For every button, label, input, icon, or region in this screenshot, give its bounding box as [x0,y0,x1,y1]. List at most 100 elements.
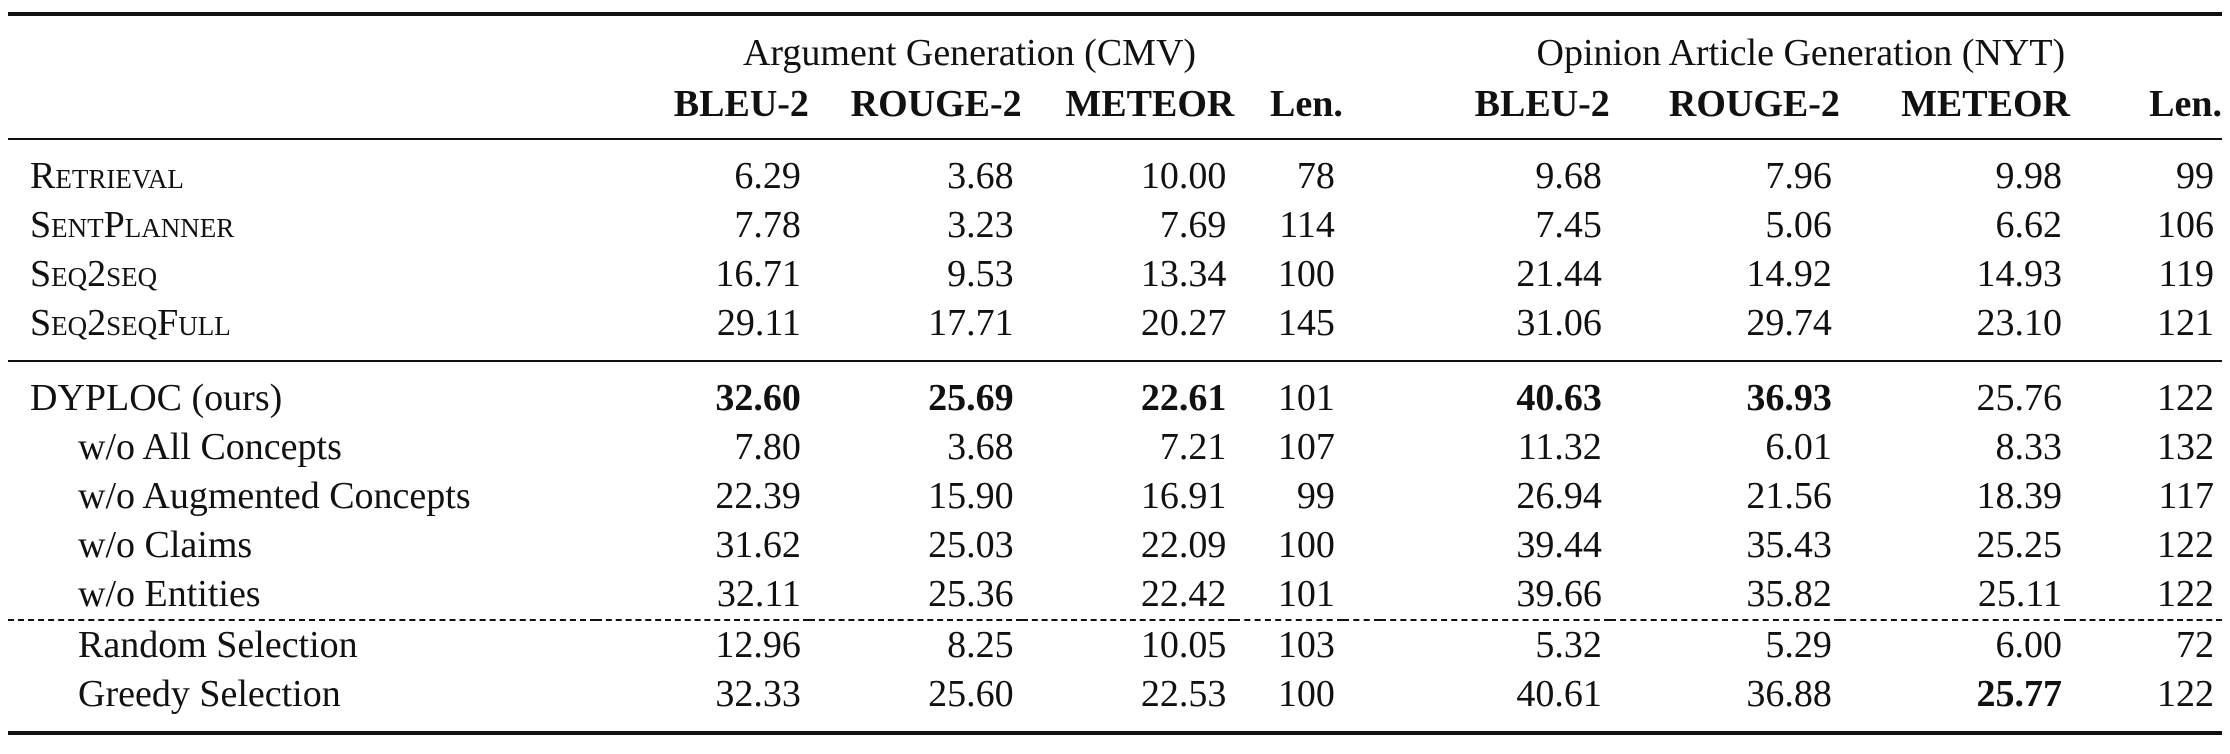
table-cell: 122 [2157,573,2214,615]
table-cell: 29.11 [716,302,801,344]
row-label: Random Selection [78,624,358,666]
table-cell: 22.42 [1140,573,1227,615]
table-cell: 16.71 [715,253,801,295]
group-header-cmv: Argument Generation (CMV) [742,32,1197,74]
table-cell: 32.11 [716,573,801,615]
table-cell: 100 [1277,524,1335,566]
table-cell: 7.21 [1159,426,1227,468]
table-cell: 9.68 [1535,155,1602,197]
table-row: Random Selection 12.96 8.25 10.05 103 5.32 5.2… [8,621,2222,670]
table-cell: 9.98 [1995,155,2062,197]
table-cell: 25.60 [928,673,1014,715]
table-cell: 3.23 [947,204,1014,246]
table-cell: 16.91 [1140,475,1227,517]
table-cell: 119 [2158,253,2214,295]
table-cell: 10.05 [1140,624,1227,666]
col-header-cmv-meteor: METEOR [1065,82,1235,125]
table-cell: 7.45 [1535,204,1602,246]
table-cell: 132 [2157,426,2214,468]
table-cell: 14.93 [1976,253,2062,295]
table-row: SentPlanner 7.78 3.23 7.69 114 7.45 5.06 6.62 10… [8,201,2222,250]
col-header-nyt-rouge2: ROUGE-2 [1668,82,1840,125]
table-cell: 31.06 [1516,302,1602,344]
table-row: w/o Claims 31.62 25.03 22.09 100 39.44 35.43 25… [8,521,2222,570]
table-cell: 12.96 [715,624,801,666]
table-row: w/o Entities 32.11 25.36 22.42 101 39.66 35.82… [8,570,2222,620]
table-cell: 10.00 [1140,155,1227,197]
table-cell: 7.96 [1765,155,1832,197]
table-cell: 72 [2176,624,2214,666]
row-label: Seq2seqFull [30,302,231,344]
table-body: Retrieval 6.29 3.68 10.00 78 9.68 7.96 9.98 99 Se… [8,140,2222,735]
table-cell: 15.90 [928,475,1014,517]
table-cell: 5.29 [1765,624,1832,666]
table-cell: 7.80 [734,426,801,468]
group-header-row: Argument Generation (CMV) Opinion Articl… [8,16,2222,78]
table-cell: 121 [2157,302,2214,344]
table-row: DYPLOC (ours) 32.60 25.69 22.61 101 40.63 36.9… [8,374,2222,423]
table-cell: 17.71 [928,302,1014,344]
table-cell: 32.60 [715,377,801,419]
table-cell: 35.43 [1746,524,1832,566]
table-cell: 114 [1279,204,1335,246]
table-cell: 39.66 [1516,573,1602,615]
table-row: Seq2seq 16.71 9.53 13.34 100 21.44 14.92 14.93 1… [8,250,2222,299]
table-cell: 39.44 [1516,524,1602,566]
col-header-nyt-len: Len. [2149,82,2222,125]
table-cell: 107 [1277,426,1335,468]
table-row: w/o All Concepts 7.80 3.68 7.21 107 11.32 6.01… [8,423,2222,472]
col-header-nyt-bleu2: BLEU-2 [1474,82,1610,125]
table-cell: 14.92 [1746,253,1832,295]
results-table: Argument Generation (CMV) Opinion Articl… [8,12,2222,735]
table-cell: 22.61 [1140,377,1227,419]
table-cell: 25.36 [928,573,1014,615]
row-label: w/o Augmented Concepts [78,475,471,517]
table-cell: 29.74 [1746,302,1832,344]
table-cell: 36.88 [1746,673,1832,715]
table-cell: 32.33 [715,673,801,715]
group-header-nyt: Opinion Article Generation (NYT) [1536,32,2066,74]
table-cell: 100 [1277,253,1335,295]
table-cell: 106 [2157,204,2214,246]
table-cell: 21.56 [1746,475,1832,517]
table-cell: 103 [1277,624,1335,666]
table-cell: 78 [1296,155,1335,197]
table-cell: 35.82 [1746,573,1832,615]
table-cell: 25.11 [1977,573,2062,615]
table-cell: 18.39 [1976,475,2062,517]
col-header-cmv-rouge2: ROUGE-2 [850,82,1022,125]
col-header-cmv-len: Len. [1269,82,1343,125]
table-cell: 40.63 [1516,377,1602,419]
table-cell: 99 [2176,155,2214,197]
row-label: Seq2seq [30,253,158,295]
table-cell: 23.10 [1976,302,2062,344]
table-cell: 31.62 [715,524,801,566]
table-cell: 25.69 [928,377,1014,419]
table-cell: 122 [2157,524,2214,566]
table-cell: 5.06 [1765,204,1832,246]
table-cell: 25.03 [928,524,1014,566]
table-row: Retrieval 6.29 3.68 10.00 78 9.68 7.96 9.98 99 [8,152,2222,201]
column-header-row: BLEU-2 ROUGE-2 METEOR Len. BLEU-2 ROUGE-… [8,78,2222,139]
table-cell: 40.61 [1516,673,1602,715]
table-cell: 117 [2158,475,2214,517]
table-cell: 11.32 [1517,426,1602,468]
table-cell: 6.62 [1995,204,2062,246]
row-label: w/o Entities [78,573,261,615]
table-cell: 8.25 [947,624,1014,666]
table-cell: 25.76 [1976,377,2062,419]
table-row: w/o Augmented Concepts 22.39 15.90 16.91 99 2… [8,472,2222,521]
row-label: w/o Claims [78,524,253,566]
table-cell: 145 [1277,302,1335,344]
table-cell: 122 [2157,673,2214,715]
row-label: Greedy Selection [78,673,341,715]
row-label: Retrieval [30,155,184,197]
table-cell: 13.34 [1140,253,1227,295]
table-cell: 3.68 [947,426,1014,468]
table-cell: 25.25 [1976,524,2062,566]
table-cell: 6.29 [734,155,801,197]
table-cell: 22.39 [715,475,801,517]
table-cell: 6.00 [1995,624,2062,666]
table-cell: 9.53 [947,253,1014,295]
table-cell: 22.09 [1140,524,1227,566]
